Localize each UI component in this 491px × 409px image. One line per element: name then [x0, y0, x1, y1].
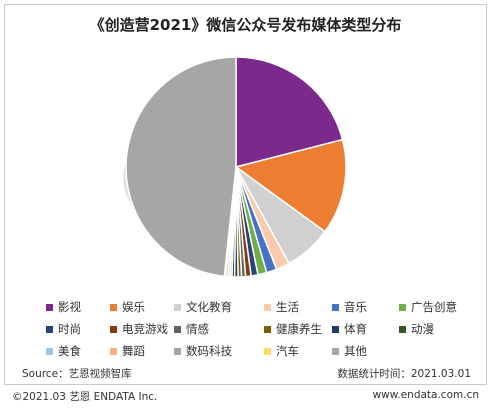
- legend-label: 文化教育: [186, 300, 232, 314]
- legend-item: 美食: [46, 343, 81, 359]
- legend-label: 数码科技: [186, 344, 232, 358]
- legend-swatch: [110, 303, 117, 311]
- chart-title: 《创造营2021》微信公众号发布媒体类型分布: [89, 16, 402, 34]
- pie-slice-2: [234, 138, 347, 233]
- legend-swatch: [174, 303, 181, 311]
- legend-label: 美食: [58, 344, 81, 358]
- legend-item: 数码科技: [174, 343, 232, 359]
- legend-label: 影视: [58, 300, 81, 314]
- copyright: ©2021.03 艺恩 ENDATA Inc.: [12, 391, 158, 403]
- legend-swatch: [332, 325, 339, 333]
- legend-swatch: [46, 303, 53, 311]
- legend-swatch: [46, 325, 53, 333]
- website: www.endata.com.cn: [372, 389, 479, 401]
- legend-swatch: [174, 325, 181, 333]
- legend-swatch: [399, 325, 406, 333]
- legend-label: 情感: [186, 322, 209, 336]
- legend-label: 广告创意: [411, 300, 457, 314]
- legend-item: 体育: [332, 321, 367, 337]
- legend-item: 舞蹈: [110, 343, 145, 359]
- legend-label: 电竞游戏: [122, 322, 168, 336]
- legend-row: 影视 娱乐 文化教育 生活 音乐 广告创意: [46, 296, 476, 318]
- legend-item: 文化教育: [174, 299, 232, 315]
- legend-item: 音乐: [332, 299, 367, 315]
- legend-swatch: [110, 347, 117, 355]
- legend-label: 音乐: [344, 300, 367, 314]
- stat-time: 数据统计时间：2021.03.01: [337, 368, 471, 380]
- legend-swatch: [332, 347, 339, 355]
- pie-slice-1: [235, 56, 344, 168]
- pie-slice-17: [125, 56, 237, 278]
- legend-label: 体育: [344, 322, 367, 336]
- legend-item: 时尚: [46, 321, 81, 337]
- legend-label: 其他: [344, 344, 367, 358]
- legend-label: 健康养生: [276, 322, 322, 336]
- legend-item: 影视: [46, 299, 81, 315]
- legend-swatch: [264, 325, 271, 333]
- legend-swatch: [46, 347, 53, 355]
- legend-item: 广告创意: [399, 299, 457, 315]
- legend-item: 生活: [264, 299, 299, 315]
- legend-row: 美食 舞蹈 数码科技 汽车 其他: [46, 340, 476, 362]
- legend-swatch: [174, 347, 181, 355]
- legend-label: 舞蹈: [122, 344, 145, 358]
- legend-swatch: [110, 325, 117, 333]
- legend: 影视 娱乐 文化教育 生活 音乐 广告创意时尚 电竞游戏 情感 健康养生 体育 动漫美食 舞蹈 数码科技…: [46, 296, 476, 362]
- legend-item: 电竞游戏: [110, 321, 168, 337]
- legend-item: 动漫: [399, 321, 434, 337]
- legend-swatch: [399, 303, 406, 311]
- legend-label: 动漫: [411, 322, 434, 336]
- legend-item: 娱乐: [110, 299, 145, 315]
- legend-row: 时尚 电竞游戏 情感 健康养生 体育 动漫: [46, 318, 476, 340]
- legend-item: 情感: [174, 321, 209, 337]
- legend-item: 其他: [332, 343, 367, 359]
- legend-swatch: [332, 303, 339, 311]
- legend-label: 时尚: [58, 322, 81, 336]
- legend-swatch: [264, 347, 271, 355]
- legend-label: 生活: [276, 300, 299, 314]
- source-note: Source：艺恩视频智库: [22, 368, 132, 380]
- pie-chart: 艺恩 endata: [123, 56, 347, 278]
- legend-label: 娱乐: [122, 300, 145, 314]
- legend-item: 健康养生: [264, 321, 322, 337]
- legend-item: 汽车: [264, 343, 299, 359]
- legend-label: 汽车: [276, 344, 299, 358]
- legend-swatch: [264, 303, 271, 311]
